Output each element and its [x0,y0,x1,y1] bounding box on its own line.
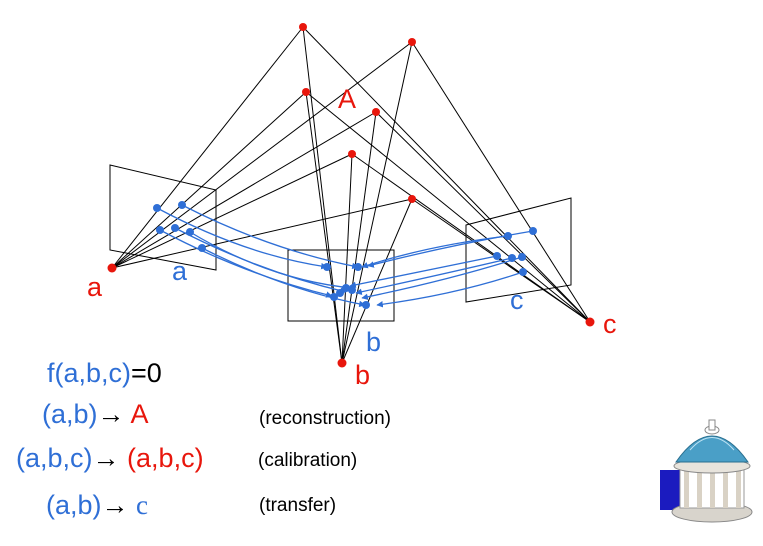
camera-center-a [107,263,117,273]
constraint-equation: f(a,b,c)=0 [47,360,162,387]
constraint-function: f(a,b,c) [47,358,132,388]
camera-label-a: a [87,272,103,302]
point-label-A: A [338,84,357,114]
transfer-input: (a,b) [46,490,102,520]
transfer-equation: (a,b)→ c [46,492,148,519]
world-points [299,23,416,203]
image-label-c: c [510,285,524,315]
camera-label-c: c [603,309,617,339]
arrow-icon: → [92,443,120,473]
calibration-equation: (a,b,c)→ (a,b,c) [16,445,204,472]
reconstruction-note: (reconstruction) [259,408,391,429]
arrow-icon: → [101,490,129,520]
calibration-input: (a,b,c) [16,443,93,473]
camera-center-b [337,358,347,368]
arrow-icon: → [97,399,125,429]
calibration-note: (calibration) [258,450,358,471]
image-plane-b [287,249,395,322]
reconstruction-output: A [130,399,149,429]
image-label-b: b [366,327,382,357]
image-label-a: a [172,256,188,286]
image-plane-c [465,197,572,303]
reconstruction-equation: (a,b)→ A [42,401,149,428]
camera-center-c [585,317,595,327]
image-plane-a [109,164,217,271]
correspondence-arcs [156,204,534,308]
calibration-output: (a,b,c) [127,443,204,473]
camera-centers [107,263,595,368]
constraint-equals-zero: =0 [131,358,162,388]
image-planes [109,164,572,322]
transfer-output: c [136,490,149,520]
image-features [153,201,537,309]
camera-label-b: b [355,360,371,390]
reconstruction-input: (a,b) [42,399,98,429]
transfer-note: (transfer) [259,495,337,516]
old-well-gazebo-logo [660,419,753,523]
